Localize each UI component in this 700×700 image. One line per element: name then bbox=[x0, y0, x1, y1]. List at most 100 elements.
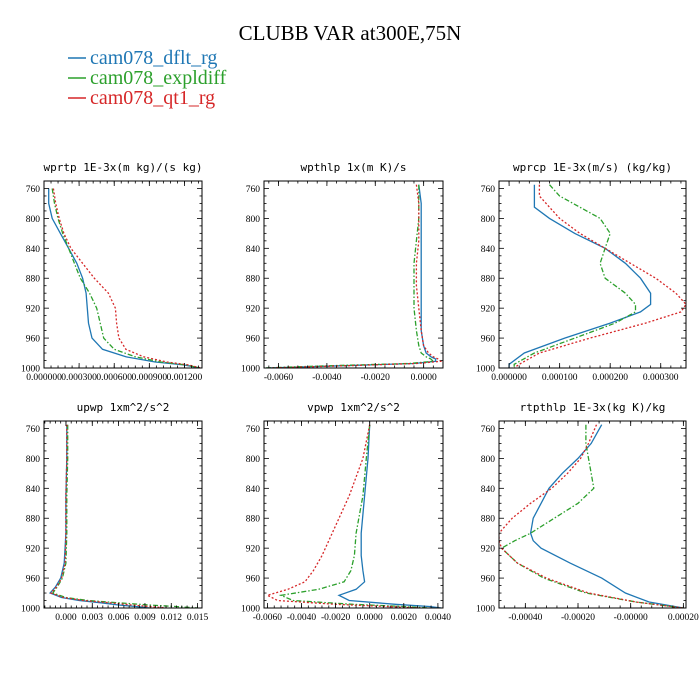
x-tick-label: -0.0040 bbox=[287, 613, 317, 623]
x-tick-label: -0.0020 bbox=[361, 373, 391, 383]
panel-3: wprcp 1E-3x(m/s) (kg/kg) 760 800 840 880 920 9… bbox=[476, 161, 687, 383]
y-tick-label: 960 bbox=[26, 575, 41, 585]
series-line-cam078_expldiff bbox=[513, 184, 637, 368]
plot-frame bbox=[498, 420, 687, 609]
x-tick-label: 0.001200 bbox=[167, 373, 203, 383]
series-line-cam078_qt1_rg bbox=[49, 424, 167, 608]
y-tick-label: 760 bbox=[26, 185, 41, 195]
y-tick-label: 920 bbox=[246, 545, 261, 555]
y-tick-label: 760 bbox=[481, 425, 496, 435]
x-tick-label: -0.0060 bbox=[264, 373, 294, 383]
y-tick-label: 840 bbox=[26, 245, 41, 255]
y-tick-label: 800 bbox=[26, 455, 41, 465]
y-tick-label: 880 bbox=[481, 515, 496, 525]
x-tick-label: 0.0000 bbox=[357, 613, 383, 623]
y-tick-label: 960 bbox=[246, 335, 261, 345]
panel-2: wpthlp 1x(m K)/s 760 800 840 880 920 960 1000 -0… bbox=[241, 161, 444, 383]
y-tick-label: 880 bbox=[246, 515, 261, 525]
y-tick-label: 840 bbox=[481, 245, 496, 255]
y-tick-label: 880 bbox=[26, 275, 41, 285]
y-tick-label: 1000 bbox=[21, 605, 40, 615]
x-tick-label: 0.0020 bbox=[391, 613, 417, 623]
panel-6: rtpthlp 1E-3x(kg K)/kg 760 800 840 880 920 960… bbox=[476, 401, 699, 623]
y-tick-label: 880 bbox=[481, 275, 496, 285]
panel-title: wprcp 1E-3x(m/s) (kg/kg) bbox=[513, 161, 672, 174]
plot-frame bbox=[498, 180, 687, 369]
y-tick-label: 920 bbox=[481, 305, 496, 315]
series-line-cam078_dflt_rg bbox=[266, 184, 437, 368]
x-tick-label: 0.0040 bbox=[425, 613, 451, 623]
series-line-cam078_qt1_rg bbox=[499, 424, 684, 608]
x-tick-label: 0.000000 bbox=[26, 373, 62, 383]
x-tick-label: -0.00000 bbox=[614, 613, 648, 623]
legend: cam078_dflt_rg cam078_expldiff cam078_qt… bbox=[68, 47, 227, 109]
y-tick-label: 880 bbox=[26, 515, 41, 525]
x-tick-label: 0.00020 bbox=[668, 613, 699, 623]
x-tick-label: -0.00020 bbox=[561, 613, 595, 623]
series-line-cam078_qt1_rg bbox=[513, 184, 686, 368]
x-tick-label: 0.000900 bbox=[132, 373, 168, 383]
series-line-cam078_dflt_rg bbox=[508, 184, 652, 368]
y-tick-label: 760 bbox=[246, 185, 261, 195]
legend-label-dflt: cam078_dflt_rg bbox=[90, 47, 217, 69]
series-line-cam078_expldiff bbox=[500, 424, 684, 608]
series-line-cam078_dflt_rg bbox=[529, 424, 684, 608]
x-tick-label: -0.0060 bbox=[253, 613, 283, 623]
y-tick-label: 1000 bbox=[241, 605, 260, 615]
x-tick-label: 0.000000 bbox=[491, 373, 527, 383]
x-tick-label: 0.006 bbox=[108, 613, 130, 623]
y-tick-label: 960 bbox=[26, 335, 41, 345]
y-tick-label: 760 bbox=[246, 425, 261, 435]
panel-title: wpthlp 1x(m K)/s bbox=[301, 161, 407, 174]
y-tick-label: 920 bbox=[481, 545, 496, 555]
series-line-cam078_qt1_rg bbox=[52, 188, 201, 368]
y-tick-label: 800 bbox=[246, 455, 261, 465]
y-tick-label: 1000 bbox=[476, 365, 495, 375]
panel-1: wprtp 1E-3x(m kg)/(s kg) 760 800 840 880 920 9… bbox=[21, 161, 203, 383]
y-tick-label: 760 bbox=[481, 185, 496, 195]
y-tick-label: 840 bbox=[246, 245, 261, 255]
y-tick-label: 840 bbox=[26, 485, 41, 495]
series-line-cam078_expldiff bbox=[51, 424, 198, 608]
x-tick-label: 0.015 bbox=[187, 613, 209, 623]
y-tick-label: 1000 bbox=[241, 365, 260, 375]
series-line-cam078_expldiff bbox=[51, 188, 200, 368]
x-tick-label: -0.0020 bbox=[321, 613, 351, 623]
series-line-cam078_expldiff bbox=[264, 184, 435, 368]
plot-frame bbox=[263, 420, 444, 609]
plot-frame bbox=[263, 180, 444, 369]
legend-label-expldiff: cam078_expldiff bbox=[90, 67, 227, 89]
y-tick-label: 800 bbox=[481, 215, 496, 225]
panels: wprtp 1E-3x(m kg)/(s kg) 760 800 840 880 920 9… bbox=[21, 161, 699, 623]
x-tick-label: -0.00040 bbox=[508, 613, 542, 623]
y-tick-label: 840 bbox=[481, 485, 496, 495]
y-tick-label: 880 bbox=[246, 275, 261, 285]
x-tick-label: 0.000300 bbox=[61, 373, 97, 383]
plot-frame bbox=[43, 420, 203, 609]
plot-frame bbox=[43, 180, 203, 369]
y-tick-label: 1000 bbox=[21, 365, 40, 375]
figure-title: CLUBB VAR at300E,75N bbox=[239, 21, 462, 45]
x-tick-label: -0.0040 bbox=[312, 373, 342, 383]
panel-title: rtpthlp 1E-3x(kg K)/kg bbox=[520, 401, 666, 414]
y-tick-label: 920 bbox=[26, 305, 41, 315]
y-tick-label: 800 bbox=[481, 455, 496, 465]
y-tick-label: 920 bbox=[246, 305, 261, 315]
y-tick-label: 960 bbox=[481, 575, 496, 585]
x-tick-label: 0.000 bbox=[55, 613, 77, 623]
y-tick-label: 960 bbox=[246, 575, 261, 585]
x-tick-label: 0.000600 bbox=[96, 373, 132, 383]
x-tick-label: 0.012 bbox=[161, 613, 183, 623]
legend-label-qt1: cam078_qt1_rg bbox=[90, 87, 215, 109]
x-tick-label: 0.003 bbox=[82, 613, 104, 623]
series-line-cam078_dflt_rg bbox=[337, 424, 442, 608]
x-tick-label: 0.000200 bbox=[592, 373, 628, 383]
panel-title: upwp 1xm^2/s^2 bbox=[77, 401, 170, 414]
series-line-cam078_qt1_rg bbox=[268, 184, 443, 368]
panel-4: upwp 1xm^2/s^2 760 800 840 880 920 960 1000 0.00… bbox=[21, 401, 209, 623]
x-tick-label: 0.009 bbox=[134, 613, 156, 623]
y-tick-label: 760 bbox=[26, 425, 41, 435]
series-line-cam078_qt1_rg bbox=[265, 424, 421, 608]
panel-title: wprtp 1E-3x(m kg)/(s kg) bbox=[44, 161, 203, 174]
